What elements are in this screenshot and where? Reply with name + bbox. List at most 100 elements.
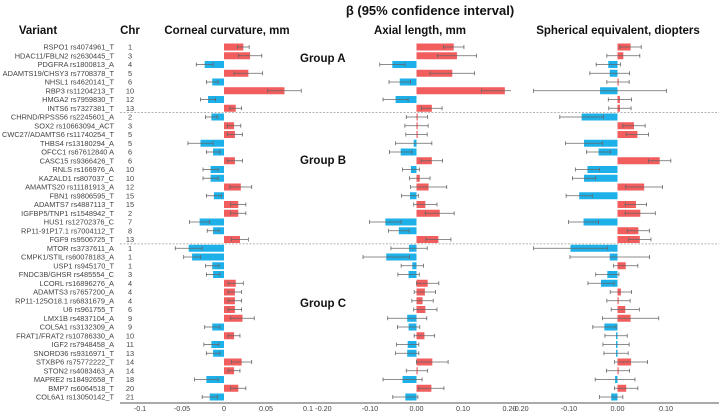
chr-label: 15 <box>126 191 134 200</box>
variant-label: THBS4 rs13180294_A <box>40 139 114 148</box>
variant-label: LMX1B rs4837104_A <box>44 314 114 323</box>
variant-column-header: Variant <box>19 25 58 37</box>
variant-label: U6 rs961755_T <box>63 305 114 314</box>
chr-label: 10 <box>126 331 134 340</box>
variant-label: FRAT1/FRAT2 rs10786330_A <box>16 331 114 340</box>
chr-label: 6 <box>128 156 132 165</box>
chr-label: 2 <box>128 209 132 218</box>
variant-label: RP11-125O18.1 rs6831679_A <box>15 296 114 305</box>
x-tick-label: 0.10 <box>456 404 470 412</box>
chr-label: 5 <box>128 69 132 78</box>
variant-label: LCORL rs16896276_A <box>39 279 114 288</box>
chr-label: 14 <box>126 366 134 375</box>
chr-label: 7 <box>128 218 132 227</box>
x-tick-label: -0.20 <box>512 404 528 412</box>
bar <box>416 87 505 95</box>
x-tick-label: -0.10 <box>561 404 577 412</box>
chr-label: 10 <box>126 174 134 183</box>
x-tick-label: 0.1 <box>303 404 313 412</box>
chr-label: 10 <box>126 86 134 95</box>
variant-label: STON2 rs4083463_A <box>43 366 114 375</box>
chr-label: 1 <box>128 244 132 253</box>
bar <box>204 61 224 68</box>
bar <box>584 174 618 182</box>
chr-label: 4 <box>128 288 132 297</box>
variant-label: USP1 rs945170_T <box>53 261 114 270</box>
bar <box>579 192 618 200</box>
x-tick-label: 0.10 <box>659 404 673 412</box>
chr-label: 6 <box>128 148 132 157</box>
x-tick-label: -0.20 <box>315 404 331 412</box>
chr-label: 13 <box>126 104 134 113</box>
chr-label: 1 <box>128 261 132 270</box>
panel-1 <box>362 43 511 401</box>
bar <box>199 218 224 226</box>
chr-label: 3 <box>128 270 132 279</box>
variant-label: FGF9 rs9506725_T <box>50 235 115 244</box>
variant-label: COL6A1 rs13050142_T <box>36 393 115 402</box>
variant-label: OFCC1 rs67612840 A <box>41 148 114 157</box>
chr-label: 13 <box>126 235 134 244</box>
chr-label: 6 <box>128 305 132 314</box>
chr-label: 18 <box>126 375 134 384</box>
bar <box>211 113 224 121</box>
group-label-a: Group A <box>300 53 346 65</box>
variant-label: IGF2 rs7948458_A <box>52 340 115 349</box>
variant-label: COL5A1 rs3132309_A <box>40 323 114 332</box>
panel-2 <box>533 43 672 401</box>
chr-label: 12 <box>126 95 134 104</box>
bar <box>224 43 244 51</box>
variant-label: FNDC3B/GHSR rs485554_C <box>19 270 115 279</box>
chart-marks <box>120 43 719 401</box>
bar <box>224 87 285 95</box>
chr-label: 5 <box>128 139 132 148</box>
chr-label: 21 <box>126 393 134 402</box>
bar <box>416 52 457 60</box>
chr-label: 1 <box>128 43 132 52</box>
variant-label: MTOR rs3737611_A <box>47 244 114 253</box>
group-label-b: Group B <box>300 155 346 167</box>
variant-label: NHSL1 rs4620141_T <box>45 78 115 87</box>
chr-label: 3 <box>128 121 132 130</box>
chr-label: 10 <box>126 165 134 174</box>
variant-label: HUS1 rs12702376_C <box>44 218 115 227</box>
variant-label: AMAMTS20 rs11181913_A <box>25 183 114 192</box>
panel-title-axial-length: Axial length, mm <box>374 25 466 37</box>
variant-label: IGFBP5/TNP1 rs1548942_T <box>21 209 114 218</box>
variant-label: BMP7 rs6064518_T <box>48 384 114 393</box>
bar <box>192 253 224 261</box>
variant-label: INTS6 rs7327381_T <box>47 104 114 113</box>
panel-0 <box>174 43 302 401</box>
bar <box>416 43 454 51</box>
x-tick-label: -0.05 <box>174 404 190 412</box>
chart-title: β (95% confidence interval) <box>346 3 514 18</box>
variant-label: HDAC11/FBLN2 rs2630445_T <box>15 51 115 60</box>
variant-label: STXBP6 rs75772222_T <box>36 358 115 367</box>
variant-label: ADAMTS7 rs4887113_T <box>34 200 114 209</box>
bar <box>224 52 251 60</box>
variant-label: MAPRE2 rs18492658_T <box>34 375 115 384</box>
panel-title-spherical-equivalent: Spherical equivalent, diopters <box>536 25 700 37</box>
group-label-c: Group C <box>300 298 346 310</box>
variant-label: CMPK1/STIL rs60078183_A <box>21 253 114 262</box>
bar <box>617 157 660 165</box>
chr-label: 14 <box>126 358 134 367</box>
variant-label: FBN1 rs9806595_T <box>50 191 115 200</box>
x-tick-label: 0 <box>222 404 226 412</box>
chr-label: 15 <box>126 200 134 209</box>
x-tick-label: -0.1 <box>134 404 146 412</box>
bar <box>208 96 224 103</box>
variant-label: PDGFRA rs1800813_A <box>38 60 114 69</box>
x-tick-label: 0.20 <box>503 404 517 412</box>
variant-label: CHRND/RPSS56 rs2245601_A <box>11 113 114 122</box>
variant-label: RP11-91P17.1 rs7004112_T <box>21 226 114 235</box>
variant-label: ADAMTS19/CHSY3 rs7708378_T <box>3 69 115 78</box>
x-tick-label: 0.00 <box>611 404 625 412</box>
variant-label: RSPO1 rs4074961_T <box>43 43 114 52</box>
bar <box>587 166 618 173</box>
chr-label: 13 <box>126 349 134 358</box>
chr-label: 4 <box>128 279 132 288</box>
row-labels: RSPO1 rs4074961_T 1 HDAC11/FBLN2 rs2630445… <box>2 43 134 402</box>
variant-label: SOX2 rs10663094_ACT <box>34 121 114 130</box>
variant-label: RNLS rs166976_A <box>52 165 114 174</box>
